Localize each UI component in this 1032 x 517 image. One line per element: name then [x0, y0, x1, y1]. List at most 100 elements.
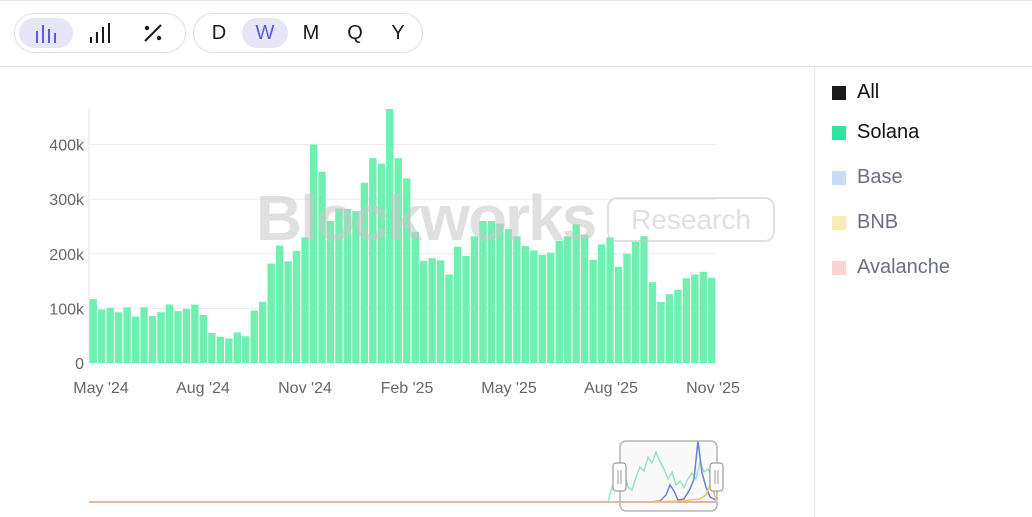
legend-swatch-all	[832, 85, 846, 100]
legend-divider	[814, 67, 815, 517]
bar-29[interactable]	[335, 208, 343, 363]
bar-27[interactable]	[318, 171, 326, 363]
bar-41[interactable]	[436, 260, 445, 363]
bar-57[interactable]	[572, 224, 580, 363]
bar-17[interactable]	[233, 332, 241, 363]
bar-43[interactable]	[453, 246, 462, 363]
bar-18[interactable]	[242, 336, 250, 363]
bar-66[interactable]	[648, 282, 657, 363]
bar-31[interactable]	[352, 211, 360, 363]
bar-8[interactable]	[157, 312, 165, 363]
bar-0[interactable]	[89, 299, 97, 363]
bar-35[interactable]	[386, 109, 394, 363]
bar-14[interactable]	[208, 332, 216, 363]
bar-37[interactable]	[403, 178, 411, 363]
bar-54[interactable]	[547, 252, 555, 363]
bar-70[interactable]	[682, 278, 691, 363]
legend-item-all[interactable]: All	[832, 81, 879, 104]
bar-12[interactable]	[191, 304, 199, 363]
period-button-q[interactable]: Q	[347, 21, 363, 44]
bar-53[interactable]	[538, 254, 546, 363]
percent-icon	[144, 24, 162, 42]
bar-1[interactable]	[98, 309, 106, 363]
y-axis-labels: 0 100k 200k 300k 400k	[49, 138, 85, 373]
watermark-badge: Research	[631, 204, 751, 235]
bar-11[interactable]	[182, 308, 191, 363]
bar-15[interactable]	[216, 336, 225, 363]
bar-chart-button[interactable]	[19, 18, 73, 48]
period-button-m[interactable]: M	[302, 21, 320, 44]
bar-2[interactable]	[106, 307, 114, 363]
bar-71[interactable]	[691, 274, 699, 363]
bar-63[interactable]	[623, 253, 631, 363]
bar-62[interactable]	[614, 266, 623, 363]
bar-69[interactable]	[674, 289, 682, 363]
bar-68[interactable]	[665, 294, 674, 363]
bar-49[interactable]	[504, 229, 513, 363]
legend-item-base[interactable]: Base	[832, 166, 903, 189]
navigator-left-handle[interactable]	[612, 462, 627, 492]
bar-73[interactable]	[708, 277, 716, 363]
ascending-bars-button[interactable]	[75, 18, 125, 48]
bar-23[interactable]	[284, 261, 292, 363]
bar-13[interactable]	[199, 314, 208, 363]
bar-48[interactable]	[496, 223, 504, 363]
navigator-right-handle[interactable]	[709, 462, 724, 492]
ascending-bars-icon	[90, 23, 110, 43]
bar-5[interactable]	[131, 316, 140, 363]
bar-7[interactable]	[148, 316, 157, 363]
bar-61[interactable]	[606, 237, 614, 363]
bar-21[interactable]	[267, 263, 275, 363]
bar-46[interactable]	[479, 220, 487, 363]
bar-30[interactable]	[343, 208, 352, 363]
bar-4[interactable]	[123, 307, 131, 363]
bar-24[interactable]	[292, 251, 301, 363]
bar-33[interactable]	[369, 158, 377, 363]
bar-42[interactable]	[445, 274, 453, 363]
bar-22[interactable]	[275, 245, 284, 363]
period-button-y[interactable]: Y	[391, 21, 405, 44]
bar-26[interactable]	[309, 144, 318, 363]
bar-56[interactable]	[564, 236, 572, 363]
bar-59[interactable]	[589, 259, 597, 363]
bar-32[interactable]	[360, 182, 369, 363]
percent-button[interactable]	[127, 18, 179, 48]
bar-28[interactable]	[326, 220, 335, 363]
range-navigator[interactable]	[89, 440, 724, 512]
bar-58[interactable]	[580, 234, 589, 363]
bar-45[interactable]	[470, 236, 479, 363]
bar-60[interactable]	[597, 244, 606, 363]
bar-64[interactable]	[631, 241, 640, 363]
navigator-base-line	[649, 440, 717, 503]
bar-19[interactable]	[250, 310, 258, 363]
bar-39[interactable]	[420, 260, 428, 363]
bar-20[interactable]	[259, 301, 267, 363]
bar-67[interactable]	[657, 301, 665, 363]
bar-25[interactable]	[301, 237, 309, 363]
chart-toolbar: D W M Q Y	[0, 0, 1032, 67]
legend-item-avalanche[interactable]: Avalanche	[832, 256, 950, 279]
chart-type-group	[14, 13, 186, 53]
legend-item-bnb[interactable]: BNB	[832, 211, 898, 234]
legend-item-solana[interactable]: Solana	[832, 121, 919, 144]
navigator-window[interactable]	[619, 440, 718, 512]
period-button-d[interactable]: D	[211, 21, 227, 44]
bar-44[interactable]	[462, 255, 470, 363]
bar-3[interactable]	[114, 312, 123, 363]
bar-50[interactable]	[513, 236, 521, 363]
bar-55[interactable]	[555, 240, 563, 363]
bar-72[interactable]	[699, 271, 707, 363]
bar-38[interactable]	[411, 231, 419, 363]
bar-51[interactable]	[521, 246, 530, 363]
bar-10[interactable]	[174, 311, 182, 363]
bar-9[interactable]	[165, 304, 174, 363]
bar-65[interactable]	[640, 236, 648, 363]
period-button-w[interactable]: W	[242, 18, 288, 48]
bar-47[interactable]	[487, 220, 496, 363]
bar-6[interactable]	[140, 307, 148, 363]
bar-34[interactable]	[377, 163, 385, 363]
bar-52[interactable]	[530, 250, 538, 363]
bar-40[interactable]	[428, 258, 436, 363]
bar-36[interactable]	[394, 158, 402, 363]
bar-16[interactable]	[225, 338, 233, 363]
